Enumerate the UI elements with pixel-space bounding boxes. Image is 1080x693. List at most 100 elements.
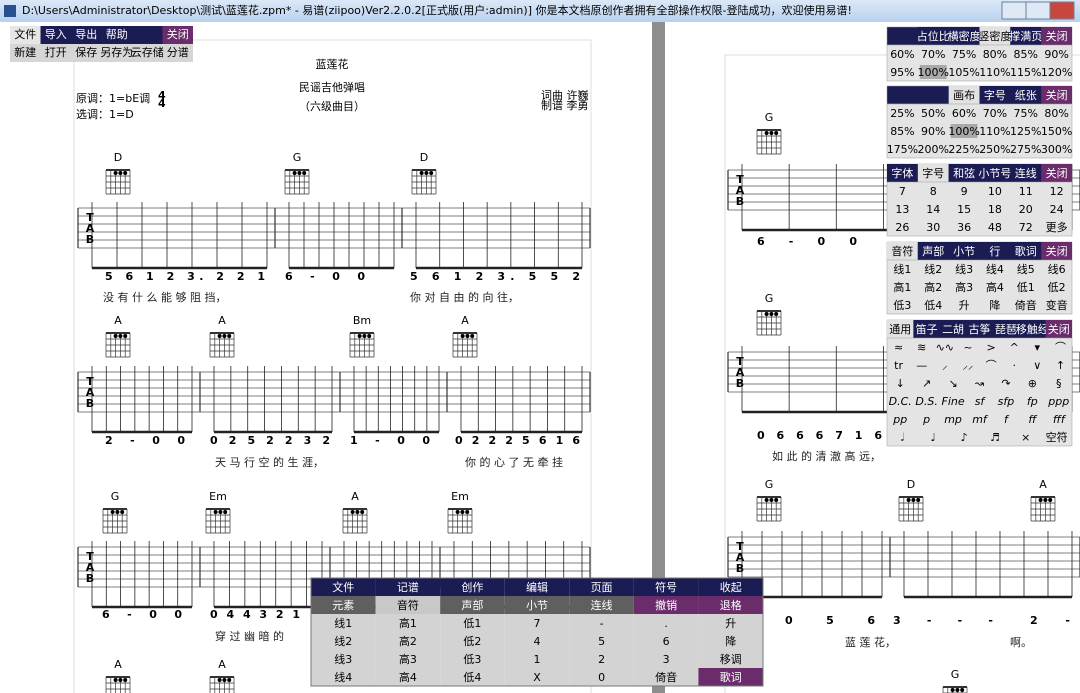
toolbar-button[interactable]: X (533, 671, 541, 684)
panel-option[interactable]: 60% (952, 107, 976, 120)
toolbar-button[interactable]: 声部 (461, 598, 483, 612)
panel-option[interactable]: 200% (918, 143, 949, 156)
panel-option[interactable]: fp (1027, 395, 1038, 408)
panel-option[interactable]: tr (894, 359, 903, 372)
panel-option[interactable]: 85% (890, 125, 914, 138)
panel-option[interactable]: ↷ (1001, 377, 1010, 390)
panel-option[interactable]: ∨ (1033, 359, 1041, 372)
panel-option[interactable]: 线3 (955, 262, 973, 276)
panel-tab[interactable]: 古筝 (969, 322, 991, 336)
panel-option[interactable]: 100% (918, 66, 949, 79)
panel-option[interactable]: 25% (890, 107, 914, 120)
panel-option[interactable]: 72 (1019, 221, 1033, 234)
toolbar-button[interactable]: 高2 (399, 634, 417, 648)
panel-tab[interactable]: 歌词 (1015, 244, 1037, 258)
panel-tab[interactable]: 占位比 (917, 29, 950, 43)
panel-option[interactable]: 线4 (986, 262, 1004, 276)
panel-option[interactable]: ≋ (917, 341, 926, 354)
panel-option[interactable]: 9 (961, 185, 968, 198)
panel-option[interactable]: ↝ (975, 377, 984, 390)
panel-option[interactable]: 低2 (1048, 281, 1066, 294)
menu-tab[interactable]: 文件 (14, 27, 36, 41)
panel-option[interactable]: 48 (988, 221, 1002, 234)
panel-option[interactable]: ↗ (922, 377, 931, 390)
panel-option[interactable]: 250% (979, 143, 1010, 156)
panel-option[interactable]: ~ (963, 341, 972, 354)
panel-option[interactable]: ⌒ (1055, 341, 1066, 354)
panel-tab[interactable]: 音符 (891, 244, 913, 258)
toolbar-button[interactable]: 6 (663, 635, 670, 648)
toolbar-button[interactable]: 线2 (334, 634, 352, 648)
menu-item[interactable]: 另存为 (100, 45, 133, 59)
panel-tab[interactable]: 通用 (889, 323, 911, 336)
panel-tab[interactable]: 小节 (953, 245, 975, 258)
panel-option[interactable]: 高1 (893, 280, 911, 294)
panel-option[interactable]: 120% (1041, 66, 1072, 79)
panel-tab[interactable]: 竖密度 (978, 29, 1011, 43)
panel-tab[interactable]: 关闭 (1046, 88, 1068, 102)
toolbar-button[interactable]: 编辑 (526, 580, 548, 594)
panel-option[interactable]: 95% (890, 66, 914, 79)
toolbar-button[interactable]: 倚音 (655, 670, 677, 684)
toolbar-button[interactable]: 4 (534, 635, 541, 648)
toolbar-button[interactable]: 升 (725, 617, 736, 630)
panel-tab[interactable]: 纸张 (1015, 89, 1037, 102)
panel-option[interactable]: > (986, 341, 995, 354)
toolbar-button[interactable]: 移调 (720, 653, 742, 666)
menu-tab[interactable]: 帮助 (106, 27, 128, 41)
panel-option[interactable]: 100% (948, 125, 979, 138)
menu-tab[interactable]: 导出 (75, 27, 97, 41)
toolbar-button[interactable]: 线3 (334, 652, 352, 666)
panel-option[interactable]: mp (944, 413, 962, 426)
panel-option[interactable]: 15 (957, 203, 971, 216)
toolbar-button[interactable]: 高3 (399, 652, 417, 666)
panel-option[interactable]: 110% (979, 125, 1010, 138)
panel-option[interactable]: ▾ (1035, 341, 1041, 354)
panel-tab[interactable]: 移触经 (1016, 322, 1049, 336)
panel-option[interactable]: 空符 (1046, 430, 1068, 444)
panel-option[interactable]: ♬ (990, 431, 1000, 444)
panel-option[interactable]: 70% (983, 107, 1007, 120)
panel-option[interactable]: ♪ (961, 431, 968, 444)
toolbar-button[interactable]: 0 (598, 671, 605, 684)
panel-option[interactable]: 110% (979, 66, 1010, 79)
panel-option[interactable]: 20 (1019, 203, 1033, 216)
panel-option[interactable]: 50% (921, 107, 945, 120)
panel-option[interactable]: 24 (1050, 203, 1064, 216)
toolbar-button[interactable]: 2 (598, 653, 605, 666)
toolbar-button[interactable]: 低2 (463, 635, 481, 648)
toolbar-button[interactable]: . (664, 617, 668, 630)
panel-option[interactable]: 150% (1041, 125, 1072, 138)
panel-tab[interactable]: 画布 (953, 89, 975, 102)
toolbar-button[interactable]: 记谱 (397, 580, 419, 594)
panel-option[interactable]: § (1056, 377, 1062, 390)
panel-option[interactable]: 11 (1019, 185, 1033, 198)
panel-tab[interactable]: 字号 (922, 166, 944, 180)
panel-option[interactable]: 高4 (986, 280, 1004, 294)
menu-item[interactable]: 云存储 (131, 45, 164, 59)
panel-option[interactable]: 225% (948, 143, 979, 156)
panel-tab[interactable]: 撑满页 (1009, 29, 1042, 43)
toolbar-button[interactable]: 页面 (591, 581, 613, 594)
panel-option[interactable]: 175% (887, 143, 918, 156)
panel-tab[interactable]: 关闭 (1046, 29, 1068, 43)
panel-option[interactable]: 8 (930, 185, 937, 198)
panel-tab[interactable]: 关闭 (1046, 244, 1068, 258)
panel-option[interactable]: 低4 (924, 299, 942, 312)
panel-option[interactable]: 75% (952, 48, 976, 61)
close-button[interactable] (1049, 1, 1075, 20)
panel-option[interactable]: 12 (1050, 185, 1064, 198)
panel-option[interactable]: 30 (926, 221, 940, 234)
panel-option[interactable]: ↓ (896, 377, 905, 390)
panel-option[interactable]: D.C. (889, 395, 912, 408)
menu-tab[interactable]: 关闭 (167, 27, 189, 41)
panel-option[interactable]: 线5 (1017, 262, 1035, 276)
panel-option[interactable]: 更多 (1046, 220, 1068, 234)
panel-tab[interactable]: 横密度 (948, 29, 981, 43)
panel-option[interactable]: sfp (998, 395, 1015, 408)
panel-option[interactable]: 90% (921, 125, 945, 138)
menu-tab[interactable]: 导入 (45, 28, 67, 41)
toolbar-button[interactable]: 低4 (463, 671, 481, 684)
panel-option[interactable]: fff (1053, 413, 1067, 426)
minimize-button[interactable] (1001, 1, 1027, 20)
